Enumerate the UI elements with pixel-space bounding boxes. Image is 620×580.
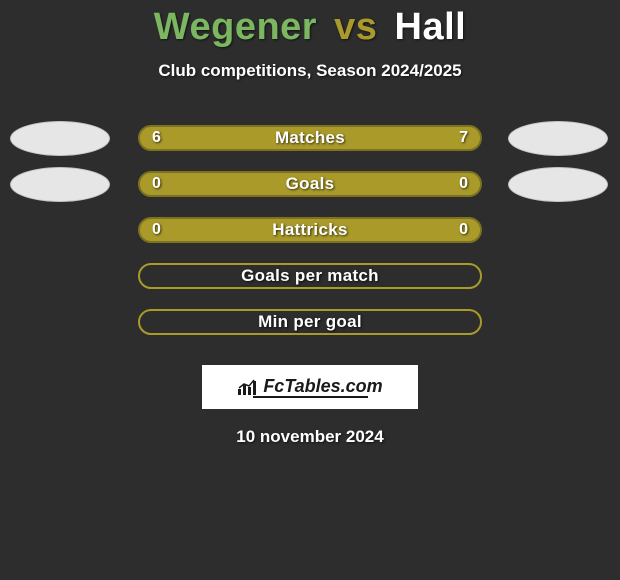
player2-name: Hall xyxy=(395,6,467,48)
stat-row: Min per goal xyxy=(0,305,620,351)
logo-underline xyxy=(253,396,368,398)
player1-badge xyxy=(10,121,110,156)
stat-bar: 0 Goals 0 xyxy=(138,171,482,197)
stat-row: 6 Matches 7 xyxy=(0,121,620,167)
stat-value-right: 0 xyxy=(459,221,468,239)
stat-row: Goals per match xyxy=(0,259,620,305)
vs-label: vs xyxy=(334,6,377,48)
logo-box: FcTables.com xyxy=(202,365,418,409)
logo: FcTables.com xyxy=(237,376,382,397)
player1-name: Wegener xyxy=(154,6,317,48)
stat-label: Goals xyxy=(286,174,335,194)
stat-value-right: 7 xyxy=(459,129,468,147)
player1-badge xyxy=(10,167,110,202)
bar-chart-icon xyxy=(237,378,259,396)
player2-badge xyxy=(508,167,608,202)
logo-text: FcTables.com xyxy=(263,376,382,397)
stat-label: Matches xyxy=(275,128,345,148)
stat-bar: 6 Matches 7 xyxy=(138,125,482,151)
player2-badge xyxy=(508,121,608,156)
stat-value-left: 6 xyxy=(152,129,161,147)
stats-container: 6 Matches 7 0 Goals 0 0 Hattricks 0 Goals per mat… xyxy=(0,121,620,351)
stat-label: Min per goal xyxy=(258,312,362,332)
stat-bar: 0 Hattricks 0 xyxy=(138,217,482,243)
stat-label: Hattricks xyxy=(272,220,347,240)
stat-row: 0 Hattricks 0 xyxy=(0,213,620,259)
stat-bar: Min per goal xyxy=(138,309,482,335)
stat-bar: Goals per match xyxy=(138,263,482,289)
stat-row: 0 Goals 0 xyxy=(0,167,620,213)
stat-label: Goals per match xyxy=(241,266,379,286)
subtitle: Club competitions, Season 2024/2025 xyxy=(0,61,620,81)
stat-value-right: 0 xyxy=(459,175,468,193)
stat-value-left: 0 xyxy=(152,221,161,239)
comparison-title: Wegener vs Hall xyxy=(0,0,620,49)
date-label: 10 november 2024 xyxy=(0,427,620,447)
stat-value-left: 0 xyxy=(152,175,161,193)
